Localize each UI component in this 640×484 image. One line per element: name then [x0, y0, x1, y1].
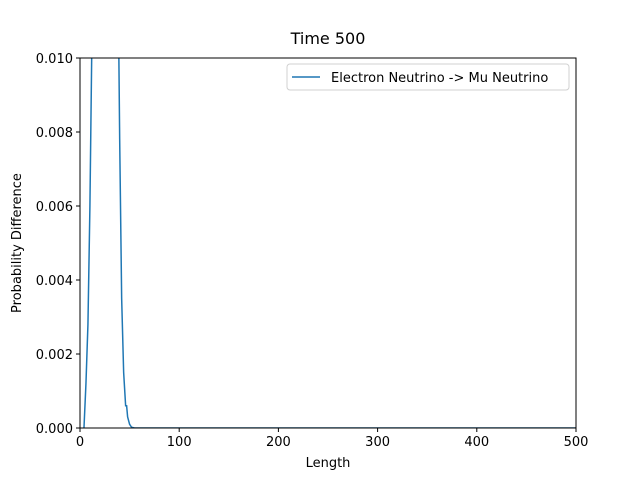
chart-title: Time 500	[290, 29, 366, 48]
x-tick-label: 0	[76, 435, 84, 450]
x-tick-label: 400	[464, 435, 489, 450]
y-tick-label: 0.008	[36, 126, 73, 141]
y-tick-label: 0.004	[36, 274, 73, 289]
y-tick-label: 0.006	[36, 200, 73, 215]
y-tick-label: 0.010	[36, 52, 73, 67]
x-tick-label: 200	[266, 435, 291, 450]
plot-frame	[79, 57, 577, 429]
legend: Electron Neutrino -> Mu Neutrino	[286, 63, 570, 91]
legend-box	[286, 63, 570, 91]
x-tick-label: 500	[564, 435, 589, 450]
x-tick-label: 300	[365, 435, 390, 450]
data-line	[83, 58, 576, 428]
legend-label: Electron Neutrino -> Mu Neutrino	[331, 71, 548, 86]
x-tick-label: 100	[167, 435, 192, 450]
y-tick-label: 0.002	[36, 348, 73, 363]
y-tick-label: 0.000	[36, 422, 73, 437]
x-axis-label: Length	[306, 456, 351, 471]
y-axis-label: Probability Difference	[10, 173, 25, 313]
